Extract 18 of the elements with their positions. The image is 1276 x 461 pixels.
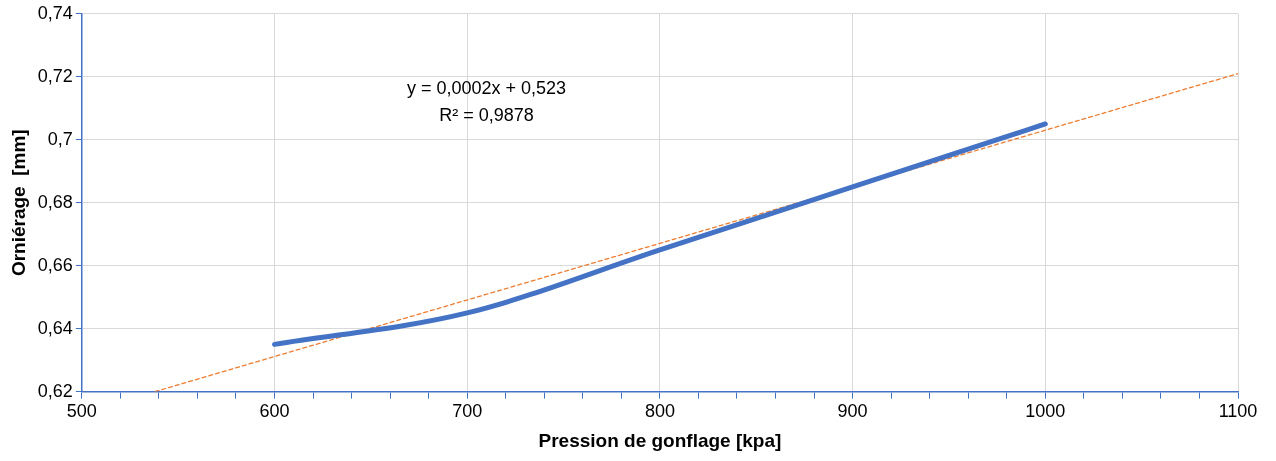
y-axis-title: Orniérage [mm] xyxy=(7,129,29,277)
y-tick-label: 0,64 xyxy=(37,317,73,338)
x-tick-label: 800 xyxy=(644,401,675,422)
y-tick-label: 0,62 xyxy=(37,380,73,401)
x-tick-label: 1100 xyxy=(1218,401,1258,422)
x-tick-label: 600 xyxy=(259,401,290,422)
x-tick-label: 900 xyxy=(837,401,868,422)
annotation: R² = 0,9878 xyxy=(439,104,534,125)
y-tick-label: 0,72 xyxy=(37,65,73,86)
y-tick-label: 0,68 xyxy=(37,191,73,212)
x-tick-label: 500 xyxy=(66,401,97,422)
x-tick-label: 700 xyxy=(452,401,483,422)
y-tick-label: 0,74 xyxy=(37,2,73,23)
x-axis-title: Pression de gonflage [kpa] xyxy=(538,429,782,451)
x-tick-label: 1000 xyxy=(1025,401,1066,422)
y-tick-label: 0,7 xyxy=(47,128,73,149)
annotation: y = 0,0002x + 0,523 xyxy=(406,77,567,98)
y-tick-label: 0,66 xyxy=(37,254,73,275)
